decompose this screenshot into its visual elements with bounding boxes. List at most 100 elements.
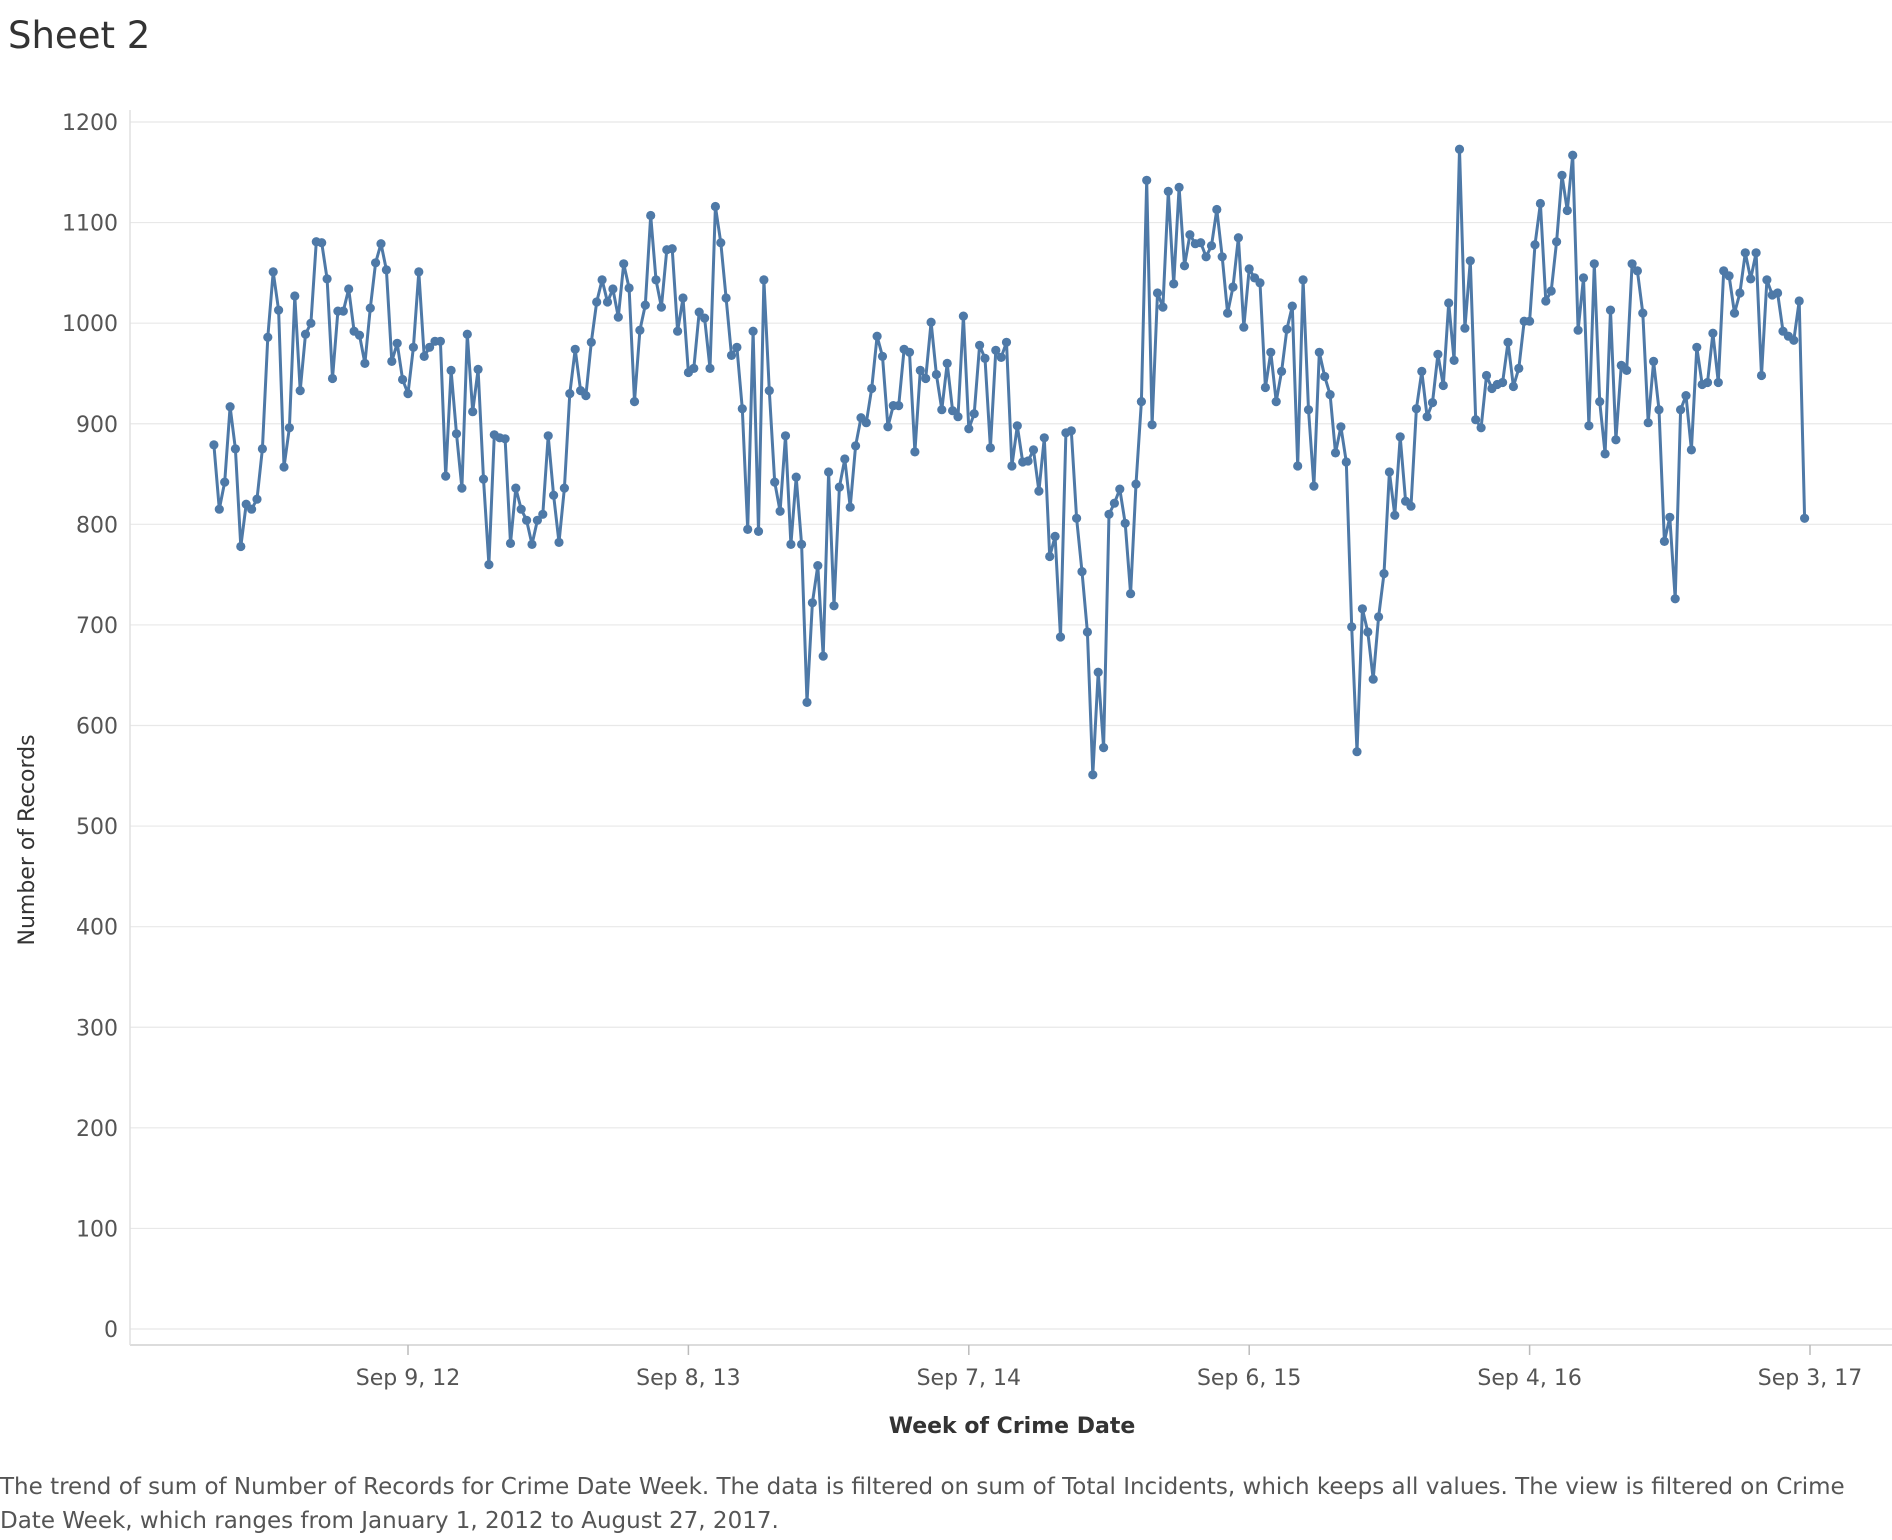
- data-point: [1185, 230, 1195, 240]
- data-point: [775, 506, 785, 516]
- data-point: [505, 538, 516, 549]
- y-tick-label: 700: [76, 614, 118, 639]
- y-tick-label: 800: [76, 513, 118, 538]
- data-point: [1309, 481, 1319, 491]
- data-point: [1584, 421, 1594, 431]
- data-point: [1115, 484, 1125, 494]
- data-point: [468, 407, 478, 417]
- data-point: [1649, 356, 1659, 366]
- data-point: [1352, 747, 1362, 757]
- data-point: [1217, 252, 1227, 262]
- data-point: [1756, 370, 1767, 381]
- data-point: [1476, 423, 1486, 433]
- data-point: [1357, 604, 1367, 614]
- data-point: [948, 406, 958, 416]
- data-point: [549, 490, 559, 500]
- data-point: [500, 434, 510, 444]
- data-point: [279, 462, 289, 472]
- data-point: [1800, 513, 1810, 523]
- data-point: [1201, 252, 1211, 262]
- data-point: [748, 326, 758, 336]
- data-point: [565, 389, 575, 399]
- data-point: [1498, 377, 1508, 388]
- data-point: [1638, 308, 1648, 318]
- y-axis-title: Number of Records: [15, 734, 40, 945]
- data-point: [732, 342, 742, 352]
- data-point: [1665, 512, 1675, 522]
- data-point: [651, 275, 661, 285]
- data-point: [829, 601, 839, 611]
- data-point: [1287, 301, 1297, 311]
- y-axis-ticks: 0 100 200 300 400 500 600 700 800 900 1000 1100 1200: [62, 111, 118, 1343]
- data-point: [1762, 275, 1772, 285]
- data-point: [1546, 286, 1556, 296]
- data-point: [478, 474, 489, 484]
- data-point: [646, 210, 656, 221]
- data-point: [743, 524, 753, 535]
- data-point: [1255, 278, 1265, 288]
- data-point: [1562, 205, 1572, 216]
- data-point: [915, 365, 925, 375]
- data-point: [1336, 422, 1346, 432]
- data-point: [624, 283, 634, 293]
- data-point: [435, 336, 445, 346]
- data-point: [802, 697, 812, 708]
- data-point: [1363, 627, 1373, 637]
- data-point: [1406, 501, 1416, 511]
- data-point: [1088, 770, 1098, 780]
- data-point: [1136, 397, 1146, 407]
- data-point: [1169, 279, 1179, 289]
- data-point: [1239, 322, 1249, 332]
- data-point: [1514, 363, 1524, 373]
- data-point: [991, 345, 1001, 355]
- data-point: [365, 303, 375, 313]
- data-point: [1131, 479, 1141, 489]
- data-point: [408, 342, 418, 352]
- data-point: [1525, 316, 1535, 326]
- data-point: [1751, 248, 1761, 258]
- data-point: [1007, 461, 1017, 471]
- data-point: [1347, 622, 1357, 632]
- data-point: [1212, 204, 1222, 215]
- data-point: [1179, 261, 1190, 271]
- data-point: [678, 293, 688, 303]
- data-point: [824, 467, 834, 477]
- data-point: [1686, 445, 1696, 455]
- data-point: [1120, 518, 1130, 528]
- data-point: [1794, 296, 1804, 306]
- data-point: [247, 504, 257, 514]
- y-tick-label: 500: [76, 815, 118, 840]
- data-point: [451, 429, 462, 439]
- x-tick-label: Sep 4, 16: [1477, 1366, 1581, 1391]
- data-point: [225, 402, 235, 412]
- data-point: [926, 317, 936, 327]
- data-point: [462, 329, 472, 339]
- data-point: [1271, 397, 1281, 407]
- data-point: [527, 539, 537, 550]
- data-point: [867, 383, 877, 394]
- data-point: [1325, 390, 1335, 400]
- data-point: [1244, 264, 1254, 274]
- sheet-title: Sheet 2: [8, 14, 151, 57]
- data-point: [1147, 420, 1157, 430]
- x-axis-title: Week of Crime Date: [889, 1414, 1136, 1439]
- x-tick-label: Sep 6, 15: [1197, 1366, 1301, 1391]
- data-point: [1384, 467, 1394, 477]
- data-point: [1643, 418, 1653, 428]
- data-point: [1670, 594, 1680, 604]
- data-point: [1622, 365, 1632, 375]
- data-point: [818, 651, 828, 661]
- data-point: [300, 329, 311, 339]
- data-point: [1433, 349, 1443, 359]
- data-point: [797, 539, 807, 550]
- data-point: [1589, 259, 1599, 269]
- data-point: [473, 364, 483, 374]
- data-point: [1152, 288, 1163, 298]
- data-point: [1379, 569, 1389, 579]
- data-point: [1471, 415, 1481, 425]
- data-point: [586, 337, 596, 347]
- data-point: [1740, 248, 1750, 258]
- data-point: [387, 356, 397, 366]
- x-tick-label: Sep 9, 12: [356, 1366, 460, 1391]
- data-point: [554, 537, 564, 548]
